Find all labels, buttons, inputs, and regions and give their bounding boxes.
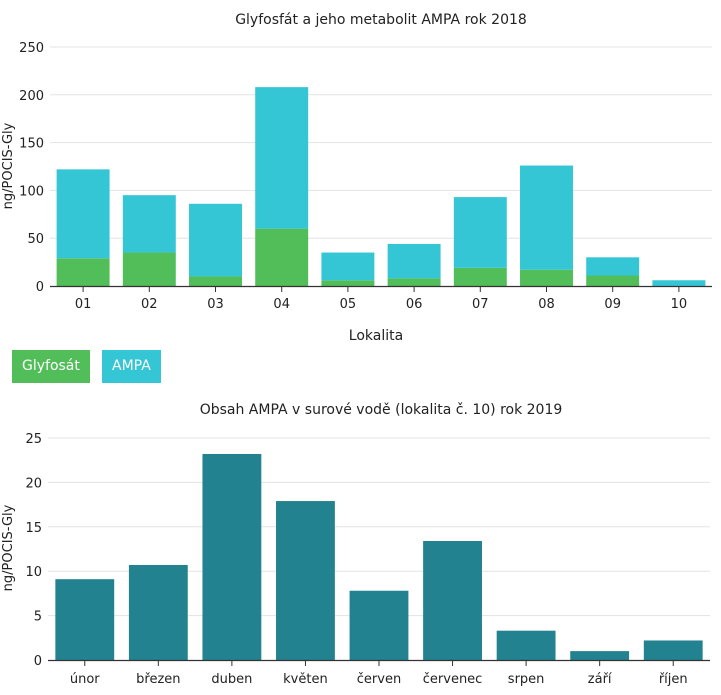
x-tick-label: říjen <box>659 672 688 687</box>
x-tick-label: 06 <box>406 297 423 312</box>
bar-ampa-7[interactable] <box>496 630 556 660</box>
bars <box>55 453 703 660</box>
bar-ampa-9[interactable] <box>586 257 640 276</box>
x-tick-label: březen <box>136 672 180 687</box>
y-tick-label: 150 <box>19 137 44 152</box>
x-tick-label: září <box>588 672 612 687</box>
x-tick-label: 05 <box>340 297 357 312</box>
bar-ampa-10[interactable] <box>652 280 706 286</box>
bar-ampa-4[interactable] <box>255 87 309 229</box>
x-tick-label: srpen <box>508 672 545 687</box>
x-tick-label: 01 <box>75 297 92 312</box>
bar-glyfos-t-5[interactable] <box>321 280 375 286</box>
y-tick-label: 5 <box>34 610 42 625</box>
bar-ampa-3[interactable] <box>189 203 242 277</box>
bar-ampa-5[interactable] <box>321 252 375 281</box>
bar-ampa-5[interactable] <box>349 590 409 660</box>
y-tick-label: 25 <box>25 432 42 447</box>
bar-ampa-6[interactable] <box>423 541 482 660</box>
legend-ampa[interactable]: AMPA <box>102 350 161 383</box>
legend-glyfosat[interactable]: Glyfosát <box>12 350 90 383</box>
y-tick-label: 250 <box>19 41 44 56</box>
x-tick-label: únor <box>70 672 100 687</box>
bar-glyfos-t-8[interactable] <box>520 269 573 286</box>
x-tick-label: květen <box>283 672 328 687</box>
bar-ampa-8[interactable] <box>520 165 573 270</box>
x-tick-label: 08 <box>538 297 555 312</box>
y-axis-label: ng/POCIS-Gly <box>1 504 16 591</box>
y-axis-label: ng/POCIS-Gly <box>1 122 16 209</box>
bar-glyfos-t-7[interactable] <box>453 267 507 286</box>
x-axis-label: Lokalita <box>349 328 403 344</box>
chart-title: Obsah AMPA v surové vodě (lokalita č. 10… <box>200 402 563 418</box>
bar-glyfos-t-2[interactable] <box>122 252 176 286</box>
x-tick-label: 10 <box>671 297 688 312</box>
bar-ampa-1[interactable] <box>55 579 115 660</box>
x-tick-label: červen <box>357 672 401 687</box>
bar-glyfos-t-1[interactable] <box>56 258 110 286</box>
chart-title: Glyfosfát a jeho metabolit AMPA rok 2018 <box>235 12 527 28</box>
y-tick-label: 100 <box>19 184 44 199</box>
bar-glyfos-t-4[interactable] <box>255 228 309 286</box>
bar-glyfos-t-9[interactable] <box>586 275 640 286</box>
x-tick-label: 02 <box>141 297 158 312</box>
x-tick-label: 07 <box>472 297 489 312</box>
axes: 0 5 10 15 20 25 únor březen duben květen červen čer… <box>25 432 710 687</box>
y-tick-label: 0 <box>34 654 42 669</box>
bars <box>56 87 706 286</box>
chart-glyfosat-2018: Glyfosfát a jeho metabolit AMPA rok 2018… <box>1 12 712 344</box>
x-tick-label: 04 <box>273 297 290 312</box>
y-tick-label: 15 <box>25 521 42 536</box>
bar-glyfos-t-6[interactable] <box>387 278 441 286</box>
bar-ampa-1[interactable] <box>56 169 110 259</box>
x-tick-label: 09 <box>604 297 621 312</box>
y-tick-label: 200 <box>19 89 44 104</box>
bar-ampa-6[interactable] <box>387 243 441 279</box>
bar-ampa-3[interactable] <box>202 453 262 660</box>
y-tick-label: 20 <box>25 476 42 491</box>
x-tick-label: červenec <box>423 672 483 687</box>
bar-ampa-4[interactable] <box>276 501 335 660</box>
bar-ampa-9[interactable] <box>643 640 703 660</box>
y-tick-label: 10 <box>25 565 42 580</box>
x-tick-label: 03 <box>207 297 224 312</box>
bar-ampa-2[interactable] <box>122 195 176 253</box>
bar-ampa-2[interactable] <box>128 564 188 660</box>
bar-ampa-7[interactable] <box>453 197 507 268</box>
axes: 0 50 100 150 200 250 01 02 03 04 05 06 07 08 09 10 <box>19 41 712 312</box>
y-tick-label: 0 <box>36 280 44 295</box>
x-tick-label: duben <box>211 672 252 687</box>
bar-ampa-8[interactable] <box>570 651 630 660</box>
y-tick-label: 50 <box>27 232 44 247</box>
bar-glyfos-t-3[interactable] <box>189 276 242 286</box>
